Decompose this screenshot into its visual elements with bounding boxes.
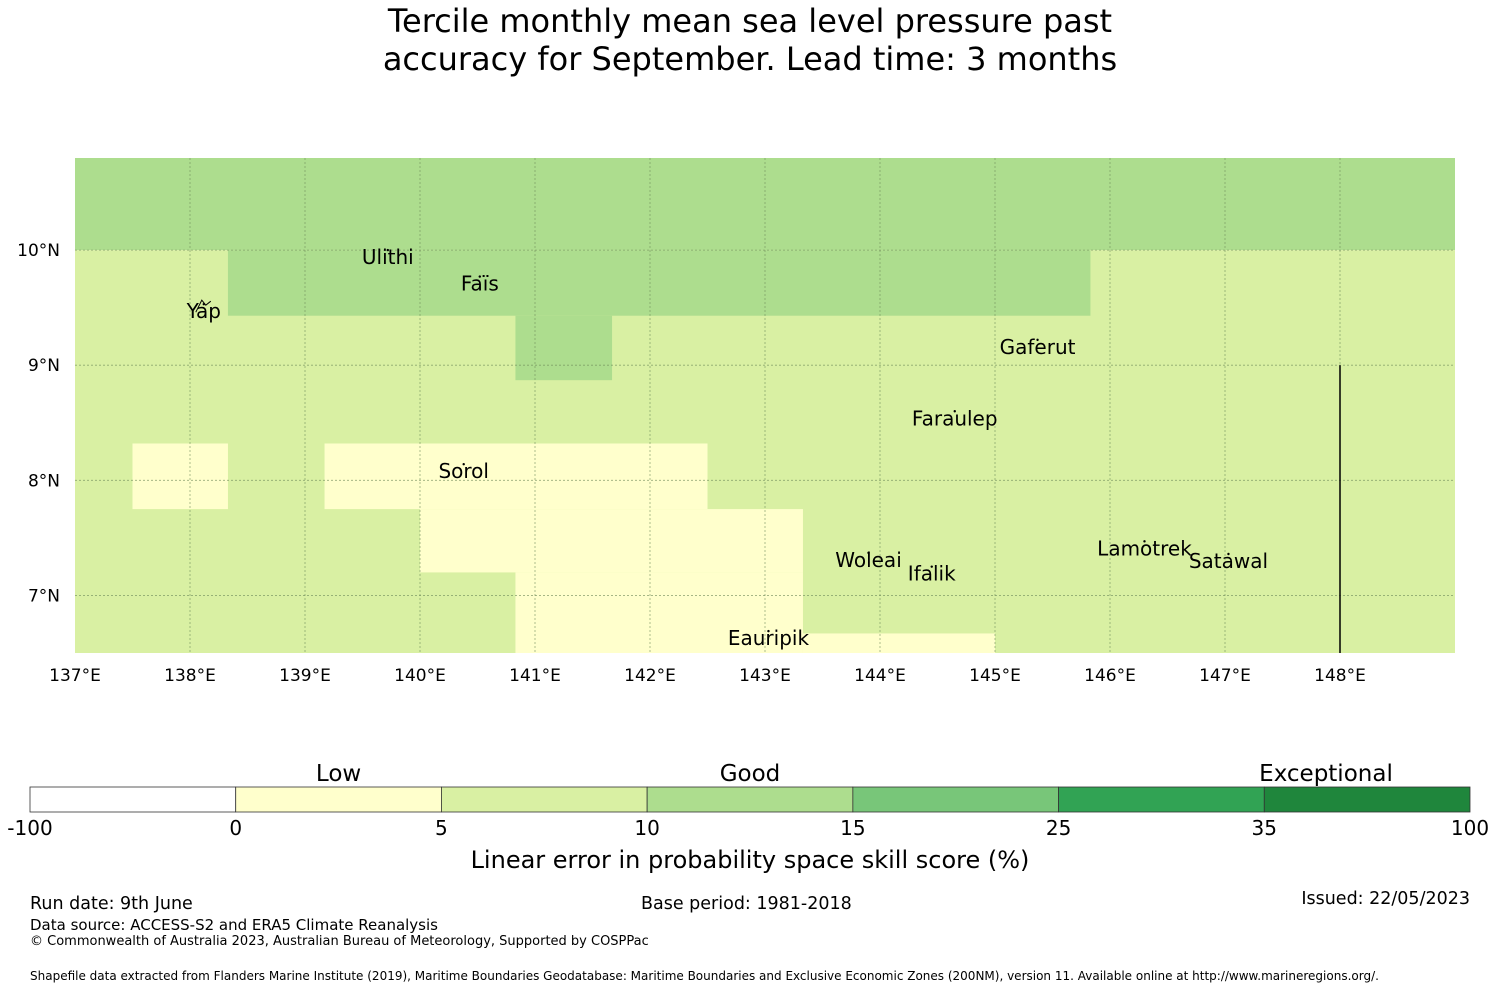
colorbar-tick-label: 5	[435, 816, 448, 840]
run-date: Run date: 9th June	[30, 894, 193, 914]
y-tick-label: 8°N	[28, 471, 60, 491]
base-period: Base period: 1981-2018	[641, 894, 852, 914]
x-tick-label: 141°E	[509, 666, 561, 686]
copyright: © Commonwealth of Australia 2023, Austra…	[30, 934, 649, 949]
colorbar-tick-label: -100	[7, 816, 52, 840]
colorbar-bin-good_low	[441, 786, 648, 813]
island-dot	[1227, 552, 1230, 556]
yap-island-shape	[195, 299, 212, 313]
colorbar-caption: Linear error in probability space skill …	[471, 846, 1030, 874]
island-label: Woleai	[835, 548, 902, 572]
x-tick-label: 143°E	[739, 666, 791, 686]
colorbar: -100 0 5 10 15 25 35 100 Low Good Exceptional Linea…	[7, 761, 1489, 874]
island-dot	[386, 248, 389, 252]
colorbar-tick-label: 100	[1451, 816, 1489, 840]
skill-cell-low	[802, 633, 995, 653]
island-label: Satawal	[1189, 549, 1268, 573]
legend-class-label: Low	[316, 761, 361, 787]
colorbar-tick-label: 25	[1046, 816, 1071, 840]
colorbar-bin-exc_low	[1058, 786, 1265, 813]
island-label: Lamotrek	[1097, 536, 1192, 560]
island-dot	[767, 629, 770, 633]
colorbar-bin-neg	[29, 786, 237, 813]
colorbar-bin-good_top	[852, 786, 1059, 813]
island-label: Yap	[186, 299, 221, 323]
colorbar-bin-exc_high	[1263, 786, 1471, 813]
chart-title-line-1: Tercile monthly mean sea level pressure …	[387, 2, 1113, 40]
skill-cell-good_high	[227, 250, 1091, 316]
skill-cell-low	[132, 443, 228, 510]
colorbar-tick-label: 10	[634, 816, 659, 840]
island-label: Sorol	[438, 459, 489, 483]
x-tick-label: 146°E	[1084, 666, 1136, 686]
island-label: Eauripik	[728, 626, 810, 650]
x-tick-label: 144°E	[854, 666, 906, 686]
skill-cell-low	[420, 509, 803, 573]
island-label: Ifalik	[908, 562, 956, 586]
island-dot	[1143, 540, 1146, 543]
skill-score-map	[75, 158, 1455, 653]
y-tick-label: 7°N	[28, 586, 60, 606]
legend-class-label: Exceptional	[1259, 761, 1393, 787]
data-source: Data source: ACCESS-S2 and ERA5 Climate …	[30, 916, 438, 934]
shapefile-credit: Shapefile data extracted from Flanders M…	[30, 969, 1379, 983]
island-dot	[462, 463, 465, 466]
colorbar-tick-label: 0	[229, 816, 242, 840]
island-label: Faïs	[461, 272, 499, 296]
colorbar-tick-label: 15	[840, 816, 865, 840]
legend-class-label: Good	[720, 761, 781, 787]
skill-cell-good_high	[515, 315, 613, 381]
issued-date: Issued: 22/05/2023	[1301, 889, 1470, 909]
x-tick-label: 147°E	[1199, 666, 1251, 686]
island-markers: Ulithi Faïs Yap Gaferut Faraulep Sorol WoleaiI…	[186, 245, 1268, 650]
island-dot	[867, 551, 870, 555]
island-dot	[1036, 338, 1039, 342]
colorbar-bin-good_high	[646, 786, 854, 813]
skill-cell-low	[515, 572, 803, 653]
island-dot	[478, 275, 481, 278]
x-tick-label: 145°E	[969, 666, 1021, 686]
x-tick-label: 138°E	[164, 666, 216, 686]
x-tick-label: 139°E	[279, 666, 331, 686]
map-axes: 137°E 138°E 139°E 140°E 141°E 142°E 143°E 144°E…	[17, 241, 1366, 686]
x-tick-label: 140°E	[394, 666, 446, 686]
island-label: Gaferut	[1000, 335, 1076, 359]
island-label: Faraulep	[912, 406, 998, 430]
y-tick-label: 10°N	[17, 241, 60, 261]
map-gridlines	[75, 158, 1455, 653]
island-label: Ulithi	[362, 245, 414, 269]
y-tick-label: 9°N	[28, 356, 60, 376]
x-tick-label: 137°E	[49, 666, 101, 686]
skill-cell-low	[324, 443, 708, 510]
island-dot	[930, 565, 933, 568]
x-tick-label: 142°E	[624, 666, 676, 686]
island-dot	[953, 410, 956, 413]
colorbar-tick-label: 35	[1252, 816, 1277, 840]
x-tick-label: 148°E	[1314, 666, 1366, 686]
colorbar-bin-low	[235, 786, 442, 813]
chart-title-line-2: accuracy for September. Lead time: 3 mon…	[382, 40, 1118, 78]
